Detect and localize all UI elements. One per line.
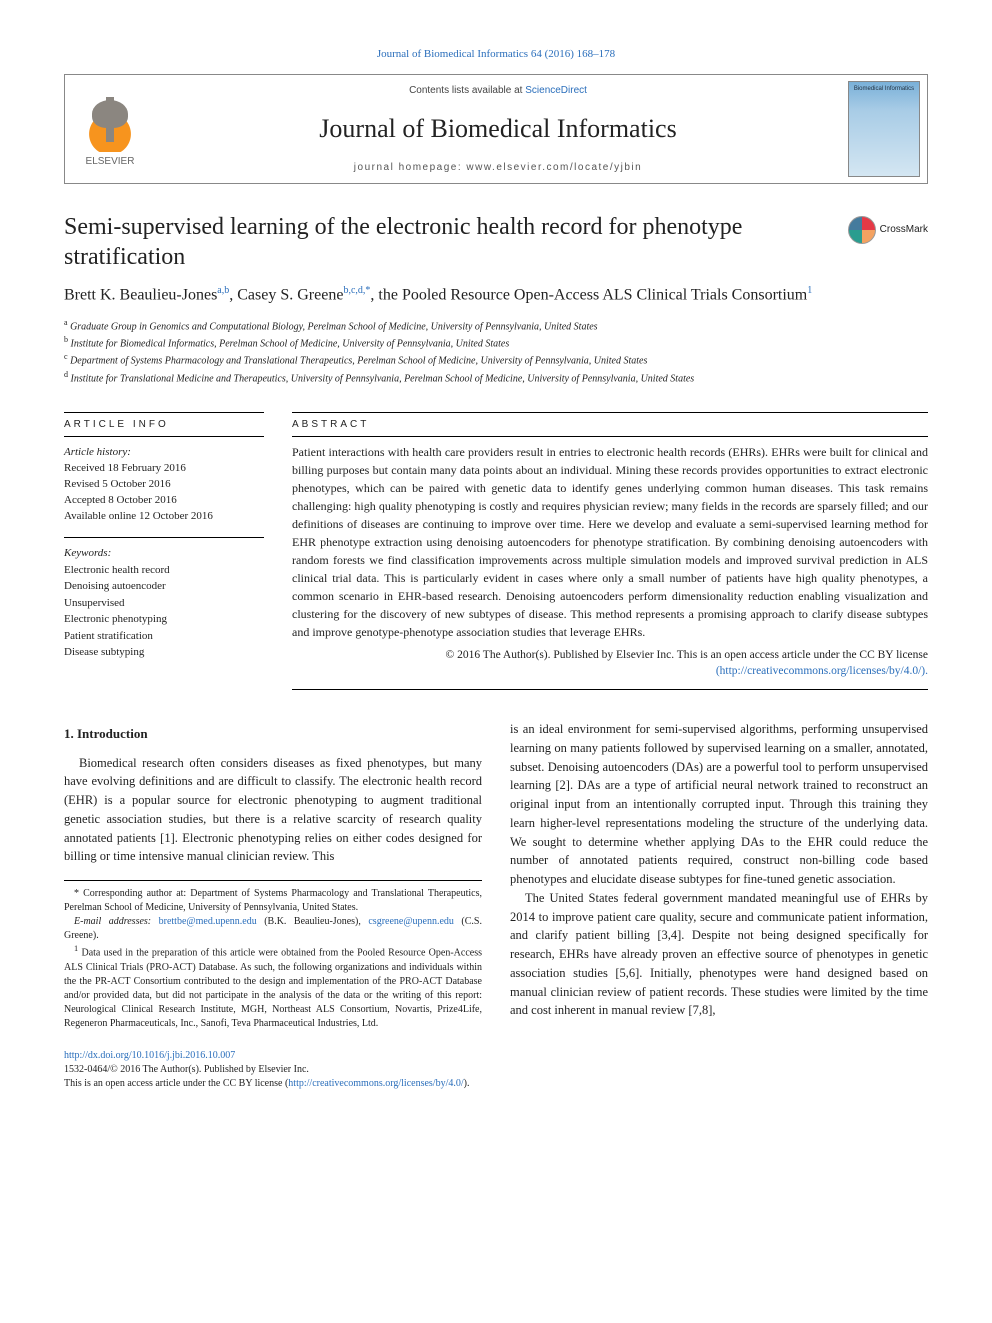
keyword: Unsupervised (64, 595, 264, 612)
top-citation: Journal of Biomedical Informatics 64 (20… (64, 48, 928, 60)
citation-link[interactable]: Journal of Biomedical Informatics 64 (20… (377, 48, 615, 60)
citation-journal: Journal of Biomedical Informatics (377, 48, 528, 60)
sciencedirect-link[interactable]: ScienceDirect (525, 85, 587, 96)
email-link-2[interactable]: csgreene@upenn.edu (368, 916, 454, 927)
affiliation-d: Institute for Translational Medicine and… (71, 373, 695, 384)
email-note: E-mail addresses: brettbe@med.upenn.edu … (64, 915, 482, 943)
history-accepted: Accepted 8 October 2016 (64, 493, 264, 509)
email-label: E-mail addresses: (74, 916, 159, 927)
consortium: , the Pooled Resource Open-Access ALS Cl… (370, 286, 807, 303)
author1-aff[interactable]: a,b (217, 285, 229, 296)
corresponding-note: * Corresponding author at: Department of… (64, 887, 482, 915)
homepage-line: journal homepage: www.elsevier.com/locat… (163, 162, 833, 173)
consortium-note[interactable]: 1 (807, 285, 812, 296)
keyword: Disease subtyping (64, 644, 264, 661)
para-text: is an ideal environment for semi-supervi… (510, 722, 928, 886)
homepage-url: www.elsevier.com/locate/yjbin (466, 162, 642, 173)
license-link[interactable]: (http://creativecommons.org/licenses/by/… (716, 665, 928, 677)
copyright-text: © 2016 The Author(s). Published by Elsev… (446, 649, 928, 661)
keywords-head: Keywords: (64, 546, 264, 562)
affiliation-a: Graduate Group in Genomics and Computati… (70, 321, 598, 332)
history-online: Available online 12 October 2016 (64, 509, 264, 525)
article-info-col: ARTICLE INFO Article history: Received 1… (64, 406, 264, 696)
footnotes: * Corresponding author at: Department of… (64, 880, 482, 1030)
article-history: Article history: Received 18 February 20… (64, 445, 264, 525)
authors-line: Brett K. Beaulieu-Jonesa,b, Casey S. Gre… (64, 284, 928, 307)
email-link-1[interactable]: brettbe@med.upenn.edu (159, 916, 257, 927)
crossmark-label: CrossMark (880, 224, 928, 237)
corr-text: Corresponding author at: Department of S… (64, 888, 482, 913)
oa-close: ). (464, 1078, 470, 1089)
issn-line: 1532-0464/© 2016 The Author(s). Publishe… (64, 1063, 928, 1077)
citation-ref: 64 (2016) 168–178 (531, 48, 615, 60)
body-para: is an ideal environment for semi-supervi… (510, 720, 928, 889)
history-head: Article history: (64, 445, 264, 461)
abstract-label: ABSTRACT (292, 419, 928, 430)
note1-text: Data used in the preparation of this art… (64, 948, 482, 1029)
para-text: Biomedical research often considers dise… (64, 756, 482, 864)
author-2: Casey S. Greene (237, 286, 343, 303)
body-para: Biomedical research often considers dise… (64, 754, 482, 867)
oa-line: This is an open access article under the… (64, 1077, 928, 1091)
author-1: Brett K. Beaulieu-Jones (64, 286, 217, 303)
doi-link[interactable]: http://dx.doi.org/10.1016/j.jbi.2016.10.… (64, 1050, 235, 1061)
article-info-label: ARTICLE INFO (64, 419, 264, 430)
keyword: Electronic health record (64, 562, 264, 579)
history-received: Received 18 February 2016 (64, 461, 264, 477)
email1-who: (B.K. Beaulieu-Jones), (257, 916, 369, 927)
journal-cover-icon: Biomedical Informatics (848, 81, 920, 177)
keyword: Patient stratification (64, 628, 264, 645)
journal-title: Journal of Biomedical Informatics (163, 114, 833, 144)
cover-text: Biomedical Informatics (854, 86, 914, 92)
cover-cell: Biomedical Informatics (841, 75, 927, 183)
oa-text: This is an open access article under the… (64, 1078, 288, 1089)
oa-license-link[interactable]: http://creativecommons.org/licenses/by/4… (288, 1078, 463, 1089)
corr-star: * (74, 888, 83, 899)
para-text: The United States federal government man… (510, 891, 928, 1018)
contents-prefix: Contents lists available at (409, 85, 525, 96)
article-title: Semi-supervised learning of the electron… (64, 212, 928, 272)
info-abstract-row: ARTICLE INFO Article history: Received 1… (64, 406, 928, 696)
affiliation-b: Institute for Biomedical Informatics, Pe… (71, 338, 510, 349)
affiliation-c: Department of Systems Pharmacology and T… (70, 356, 647, 367)
header-mid: Contents lists available at ScienceDirec… (155, 75, 841, 183)
article-title-text: Semi-supervised learning of the electron… (64, 214, 742, 270)
crossmark-badge[interactable]: CrossMark (848, 216, 928, 244)
affiliations: a Graduate Group in Genomics and Computa… (64, 317, 928, 386)
keywords-block: Keywords: Electronic health record Denoi… (64, 546, 264, 661)
contents-line: Contents lists available at ScienceDirec… (163, 85, 833, 96)
keyword: Denoising autoencoder (64, 578, 264, 595)
elsevier-tree-icon (80, 92, 140, 152)
elsevier-label: ELSEVIER (86, 156, 135, 167)
abstract-text: Patient interactions with health care pr… (292, 443, 928, 641)
body-para: The United States federal government man… (510, 889, 928, 1020)
author2-aff[interactable]: b,c,d, (343, 285, 365, 296)
crossmark-icon (848, 216, 876, 244)
copyright-line: © 2016 The Author(s). Published by Elsev… (292, 647, 928, 679)
body-columns: 1. Introduction Biomedical research ofte… (64, 720, 928, 1030)
homepage-prefix: journal homepage: (354, 162, 467, 173)
page-container: Journal of Biomedical Informatics 64 (20… (0, 0, 992, 1131)
bottom-block: http://dx.doi.org/10.1016/j.jbi.2016.10.… (64, 1049, 928, 1091)
keywords-list: Electronic health record Denoising autoe… (64, 562, 264, 661)
journal-header-box: ELSEVIER Contents lists available at Sci… (64, 74, 928, 184)
keyword: Electronic phenotyping (64, 611, 264, 628)
consortium-footnote: 1 Data used in the preparation of this a… (64, 943, 482, 1030)
history-revised: Revised 5 October 2016 (64, 477, 264, 493)
section-heading: 1. Introduction (64, 724, 482, 744)
abstract-col: ABSTRACT Patient interactions with healt… (292, 406, 928, 696)
publisher-logo-cell: ELSEVIER (65, 75, 155, 183)
